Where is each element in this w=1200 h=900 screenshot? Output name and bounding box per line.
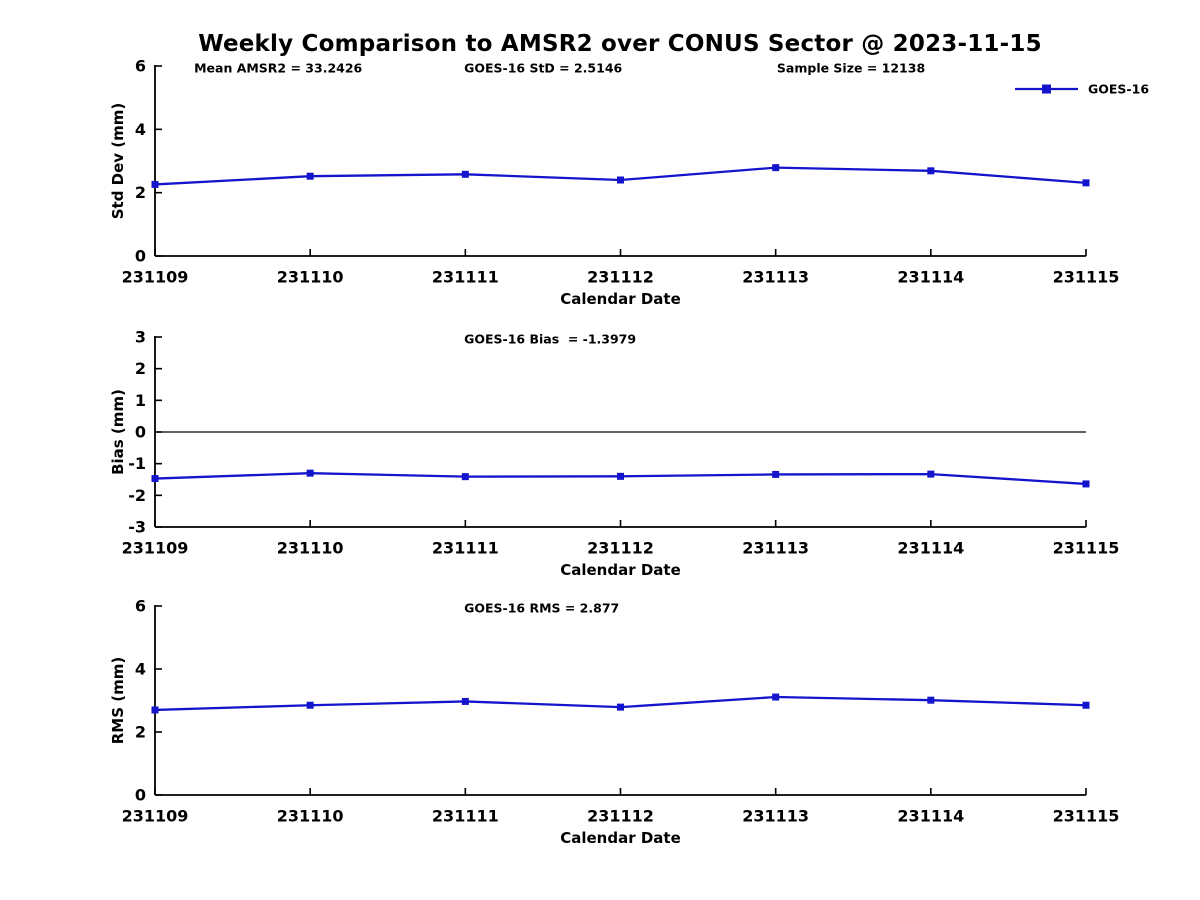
y-tick-label: 0 <box>135 423 146 442</box>
x-tick-label: 231112 <box>587 539 654 558</box>
annotation-text: Mean AMSR2 = 33.2426 <box>194 61 362 76</box>
subplot-bias: -3 -2 -1 0 1 2 3 231109 231110 231111 231112 231113… <box>109 328 1119 580</box>
data-point-marker <box>306 172 314 180</box>
x-tick-label: 231115 <box>1053 268 1120 287</box>
annotation-text: GOES-16 StD = 2.5146 <box>464 61 622 76</box>
data-point-marker <box>772 164 780 172</box>
data-point-marker <box>617 472 624 480</box>
x-tick-label: 231113 <box>742 807 809 826</box>
x-tick-label: 231114 <box>897 268 964 287</box>
data-point-marker <box>461 473 469 481</box>
x-tick-label: 231112 <box>587 268 654 287</box>
subplot-std-dev: 0 2 4 6 231109 231110 231111 231112 231113 231114… <box>109 57 1149 309</box>
x-tick-label: 231115 <box>1053 539 1120 558</box>
y-tick-label: 0 <box>135 786 146 805</box>
data-point-marker <box>1082 701 1090 709</box>
y-tick-label: 6 <box>135 597 146 616</box>
x-axis-label: Calendar Date <box>560 829 681 847</box>
x-tick-label: 231110 <box>277 539 344 558</box>
annotation-text: GOES-16 Bias = -1.3979 <box>464 332 636 347</box>
figure-title: Weekly Comparison to AMSR2 over CONUS Se… <box>198 31 1042 57</box>
data-point-marker <box>927 696 935 704</box>
legend-marker <box>1042 84 1051 94</box>
x-tick-label: 231111 <box>432 539 499 558</box>
x-tick-label: 231114 <box>897 539 964 558</box>
x-tick-label: 231115 <box>1053 807 1120 826</box>
y-tick-label: 6 <box>135 57 146 76</box>
data-point-marker <box>617 176 624 184</box>
y-axis-label: Std Dev (mm) <box>109 103 127 220</box>
x-axis-label: Calendar Date <box>560 561 681 579</box>
y-axis-label: RMS (mm) <box>109 657 127 744</box>
y-tick-label: -2 <box>128 486 146 505</box>
y-tick-label: 4 <box>135 120 146 139</box>
data-point-marker <box>1082 179 1090 187</box>
data-point-marker <box>151 180 159 188</box>
annotation-text: GOES-16 RMS = 2.877 <box>464 601 619 616</box>
x-tick-label: 231113 <box>742 539 809 558</box>
data-point-marker <box>772 470 780 478</box>
y-tick-label: 0 <box>135 247 146 266</box>
y-tick-label: 2 <box>135 183 146 202</box>
legend-label: GOES-16 <box>1088 82 1149 97</box>
data-point-marker <box>306 701 314 709</box>
data-point-marker <box>772 693 780 701</box>
x-tick-label: 231114 <box>897 807 964 826</box>
data-point-marker <box>927 167 935 175</box>
data-point-marker <box>151 475 159 483</box>
y-tick-label: 2 <box>135 723 146 742</box>
y-tick-label: -3 <box>128 518 146 537</box>
y-axis-label: Bias (mm) <box>109 389 127 475</box>
data-point-marker <box>151 706 159 714</box>
x-tick-label: 231109 <box>122 807 189 826</box>
y-tick-label: 1 <box>135 391 146 410</box>
x-tick-label: 231110 <box>277 268 344 287</box>
x-tick-label: 231112 <box>587 807 654 826</box>
annotation-text: Sample Size = 12138 <box>777 61 925 76</box>
y-tick-label: 2 <box>135 359 146 378</box>
x-tick-label: 231111 <box>432 268 499 287</box>
data-point-marker <box>617 703 624 711</box>
y-tick-label: -1 <box>128 454 146 473</box>
data-point-marker <box>927 470 935 478</box>
data-point-marker <box>1082 480 1090 488</box>
data-point-marker <box>461 170 469 178</box>
data-point-marker <box>461 697 469 705</box>
y-tick-label: 3 <box>135 328 146 347</box>
x-tick-label: 231113 <box>742 268 809 287</box>
x-tick-label: 231110 <box>277 807 344 826</box>
x-tick-label: 231109 <box>122 539 189 558</box>
subplot-rms: 0 2 4 6 231109 231110 231111 231112 231113 231114… <box>109 597 1119 848</box>
data-point-marker <box>306 469 314 477</box>
x-tick-label: 231111 <box>432 807 499 826</box>
x-axis-label: Calendar Date <box>560 290 681 308</box>
y-tick-label: 4 <box>135 660 146 679</box>
x-tick-label: 231109 <box>122 268 189 287</box>
